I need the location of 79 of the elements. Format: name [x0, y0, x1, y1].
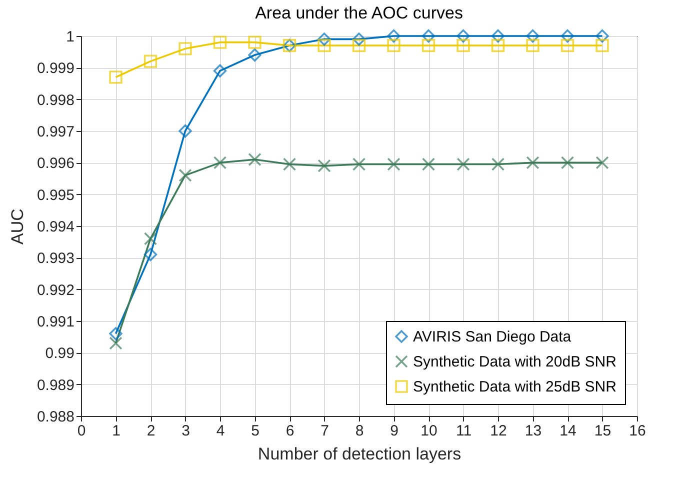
x-tick-label: 15 — [594, 422, 612, 440]
point — [109, 70, 122, 84]
point — [144, 248, 158, 262]
y-tick-label: 0.997 — [36, 124, 74, 140]
point — [596, 38, 609, 52]
point — [144, 54, 158, 68]
x-tick-label: 4 — [216, 422, 225, 440]
point — [526, 29, 540, 43]
point — [109, 327, 122, 340]
x-tick-label: 10 — [420, 422, 438, 440]
point — [422, 29, 436, 43]
x-tick-label: 6 — [286, 422, 294, 440]
y-tick-label: 0.988 — [36, 408, 74, 426]
y-tick-label: 1 — [66, 28, 74, 46]
point — [213, 64, 227, 78]
x-tick-label: 3 — [182, 422, 190, 440]
point — [109, 336, 122, 350]
point — [352, 38, 366, 52]
x-tick-label: 5 — [251, 422, 260, 440]
chart-title: Area under the AOC curves — [255, 4, 463, 23]
point — [248, 152, 262, 166]
legend-label: AVIRIS San Diego Data — [413, 328, 572, 346]
point — [144, 232, 158, 246]
legend-label: Synthetic Data with 20dB SNR — [413, 354, 617, 370]
point — [560, 38, 574, 52]
point — [213, 36, 227, 49]
point — [318, 38, 331, 52]
point — [318, 159, 331, 172]
x-tick-label: 16 — [629, 422, 646, 440]
point — [560, 156, 574, 170]
point — [456, 38, 470, 52]
point — [422, 38, 436, 52]
point — [526, 156, 540, 170]
y-tick-label: 0.989 — [36, 376, 74, 394]
x-axis-title: Number of detection layers — [258, 444, 462, 464]
x-tick-label: 2 — [146, 422, 156, 440]
y-tick-label: 0.993 — [36, 250, 74, 268]
point — [213, 156, 227, 170]
x-tick-label: 13 — [524, 422, 542, 440]
point — [352, 158, 366, 171]
y-tick-label: 0.991 — [36, 314, 74, 330]
point — [596, 156, 609, 170]
x-tick-label: 7 — [320, 422, 329, 440]
y-tick-label: 0.996 — [36, 155, 74, 172]
x-tick-label: 14 — [560, 422, 576, 440]
legend-label: Synthetic Data with 25dB SNR — [413, 378, 617, 396]
y-tick-label: 0.994 — [36, 218, 74, 236]
point — [491, 29, 505, 43]
y-tick-label: 0.99 — [45, 345, 74, 362]
point — [352, 32, 366, 46]
point — [248, 36, 262, 49]
x-tick-label: 0 — [77, 422, 86, 440]
point — [491, 38, 505, 52]
point — [387, 29, 400, 43]
x-tick-label: 12 — [490, 422, 507, 440]
point — [248, 48, 262, 62]
y-tick-label: 0.998 — [36, 92, 74, 109]
y-tick-label: 0.999 — [36, 60, 74, 78]
point — [456, 158, 470, 171]
y-tick-label: 0.992 — [36, 282, 74, 299]
point — [178, 42, 192, 56]
x-tick-label: 11 — [456, 422, 472, 440]
point — [596, 29, 609, 43]
point — [387, 38, 400, 52]
point — [318, 32, 331, 46]
y-tick-label: 0.995 — [36, 186, 74, 204]
point — [387, 158, 400, 171]
point — [456, 29, 470, 43]
x-tick-label: 9 — [390, 422, 398, 440]
point — [178, 124, 192, 138]
point — [422, 158, 436, 171]
point — [526, 38, 540, 52]
point — [178, 168, 192, 182]
x-tick-label: 1 — [112, 422, 120, 440]
point — [491, 158, 505, 171]
point — [282, 158, 296, 171]
point — [560, 29, 574, 43]
y-axis-title: AUC — [8, 208, 27, 244]
x-tick-label: 8 — [355, 422, 364, 440]
